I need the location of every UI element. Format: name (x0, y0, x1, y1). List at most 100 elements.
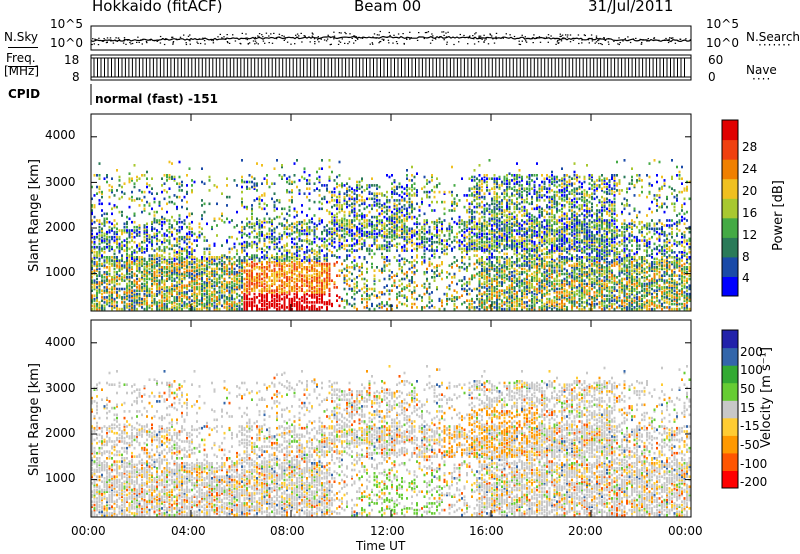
power-cell (181, 225, 183, 229)
power-cell (141, 251, 143, 254)
power-cell (128, 247, 131, 251)
power-cell (248, 292, 251, 296)
power-cell (353, 282, 356, 286)
power-cell (161, 267, 163, 271)
power-cell (181, 287, 183, 291)
power-cell (238, 230, 241, 234)
power-cell (176, 182, 178, 185)
power-cell (226, 239, 228, 242)
power-cell (161, 306, 163, 309)
power-cell (93, 174, 96, 177)
power-cell (283, 244, 286, 247)
power-cell (116, 189, 118, 192)
power-cell (426, 179, 428, 182)
power-cell (296, 245, 298, 249)
power-cell (246, 284, 248, 287)
noise-search-dot (369, 43, 371, 45)
vel-cb-tick-m200: -200 (740, 475, 768, 489)
power-cell (151, 229, 153, 232)
power-cell (246, 217, 248, 221)
power-cell (448, 232, 451, 236)
power-cell (211, 225, 213, 229)
noise-search-dot (91, 43, 93, 46)
power-cell (211, 227, 213, 231)
power-cell (403, 272, 406, 276)
power-cell (201, 217, 203, 221)
power-cell (213, 284, 216, 287)
power-cell (241, 259, 243, 262)
power-cell (126, 284, 128, 287)
power-cell (361, 301, 363, 304)
power-cell (266, 179, 268, 182)
noise-search-dot (383, 38, 385, 40)
power-cell (181, 272, 183, 276)
power-cell (213, 306, 216, 309)
power-cell (153, 297, 156, 301)
power-cell (423, 175, 426, 179)
power-cell (113, 267, 116, 271)
power-cell (233, 279, 236, 282)
power-cell (431, 240, 433, 244)
power-cell (358, 289, 361, 292)
power-cell (98, 249, 101, 252)
power-cell (151, 277, 153, 281)
power-cell (318, 297, 321, 301)
power-cell (408, 267, 411, 271)
power-cell (221, 262, 223, 266)
noise-search-dot (416, 39, 419, 41)
power-cell (128, 229, 131, 232)
noise-search-dot (485, 38, 487, 40)
power-cell (178, 276, 181, 279)
power-cell (276, 199, 278, 202)
power-cell (293, 262, 296, 266)
power-cell (208, 244, 211, 247)
power-cell (281, 207, 283, 211)
power-cell (138, 225, 141, 229)
power-cell (241, 244, 243, 247)
power-cell (143, 225, 146, 229)
power-cell (136, 229, 138, 232)
power-cell (223, 306, 226, 309)
power-cell (176, 297, 178, 301)
power-cell (173, 254, 176, 257)
noise-search-dot (226, 41, 229, 43)
power-cell (281, 279, 283, 282)
power-cell (398, 207, 401, 211)
power-cell (336, 175, 338, 179)
power-cell (426, 287, 428, 291)
power-cell (176, 240, 178, 244)
power-cell (426, 190, 428, 194)
power-cell (391, 276, 393, 279)
power-cell (176, 269, 178, 272)
power-cell (138, 284, 141, 287)
power-cell (103, 296, 106, 299)
power-cell (271, 224, 273, 227)
power-cell (188, 214, 191, 217)
noise-search-dot (653, 37, 656, 39)
power-cell (148, 184, 151, 187)
power-cell (393, 212, 396, 216)
power-cell (256, 279, 258, 282)
power-cell (271, 229, 273, 232)
power-cell (286, 306, 288, 309)
power-cell (133, 182, 136, 185)
power-cell (276, 299, 278, 302)
power-cell (261, 194, 263, 197)
power-cell (233, 286, 236, 289)
power-cell (126, 264, 128, 267)
power-cell (286, 212, 288, 216)
power-cell (196, 292, 198, 296)
power-cell (108, 291, 111, 294)
power-cell (278, 306, 281, 309)
power-cell (108, 189, 111, 192)
power-cell (238, 286, 241, 289)
power-cell (353, 192, 356, 195)
power-cell (436, 177, 438, 180)
power-cell (441, 251, 443, 254)
power-cell (291, 245, 293, 249)
power-cell (108, 272, 111, 276)
power-cell (128, 240, 131, 244)
noise-search-dot (572, 39, 575, 41)
noise-search-dot (246, 39, 249, 41)
power-cell (238, 301, 241, 304)
